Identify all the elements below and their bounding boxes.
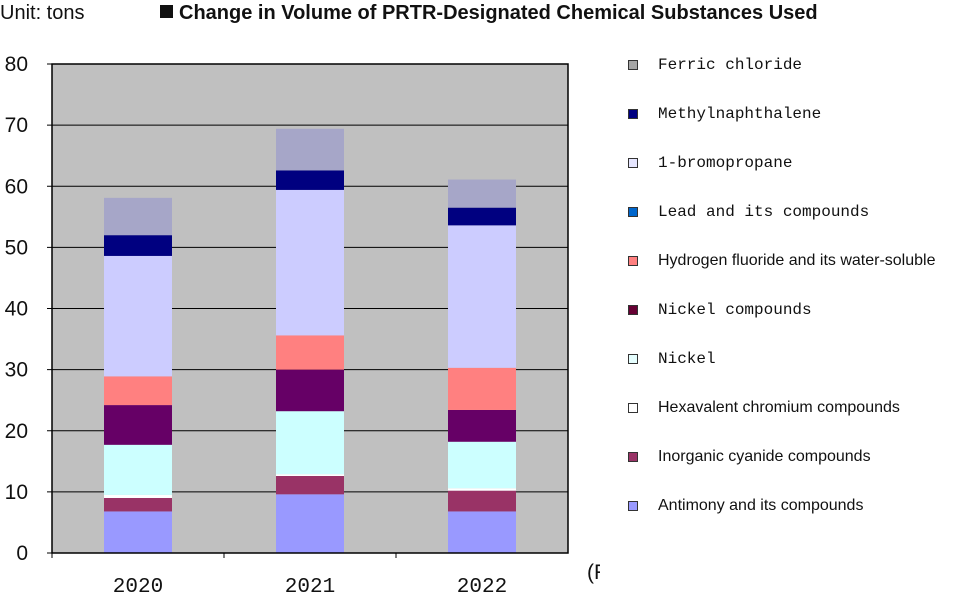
legend-label: Lead and its compounds bbox=[658, 203, 870, 221]
legend-label: Ferric chloride bbox=[658, 56, 803, 74]
stacked-bar-chart: 0 10 20 30 40 50 60 70 80 2020 2021 2022 (FY) bbox=[5, 53, 600, 599]
title-bullet-icon bbox=[160, 5, 173, 18]
bar-segment bbox=[448, 179, 516, 208]
bar-segment bbox=[104, 497, 172, 512]
bar-segment bbox=[276, 189, 344, 336]
y-tick-label: 60 bbox=[5, 175, 28, 198]
y-tick-label: 0 bbox=[16, 542, 28, 565]
bar-segment bbox=[276, 335, 344, 370]
bar-segment bbox=[276, 475, 344, 495]
legend-item: Ferric chloride bbox=[628, 52, 802, 78]
legend-swatch bbox=[628, 109, 638, 119]
legend-swatch bbox=[628, 354, 638, 364]
legend-item: Antimony and its compounds bbox=[628, 493, 863, 519]
chart-title-text: Change in Volume of PRTR-Designated Chem… bbox=[179, 2, 818, 24]
bar-segment bbox=[448, 490, 516, 512]
legend-item: Methylnaphthalene bbox=[628, 101, 821, 127]
legend-label: Antimony and its compounds bbox=[658, 497, 864, 514]
bar-segment bbox=[104, 255, 172, 377]
bar-segment bbox=[104, 197, 172, 236]
legend-item: Nickel compounds bbox=[628, 297, 812, 323]
unit-label: Unit: tons bbox=[0, 2, 85, 24]
x-axis-label: (FY) bbox=[587, 561, 600, 584]
bar-segment bbox=[104, 494, 172, 498]
legend-swatch bbox=[628, 452, 638, 462]
y-tick-label: 40 bbox=[5, 298, 28, 321]
legend-label: Inorganic cyanide compounds bbox=[658, 448, 871, 465]
bar-segment bbox=[104, 405, 172, 445]
x-tick-label: 2020 bbox=[113, 576, 163, 599]
bar-segment bbox=[276, 474, 344, 476]
x-tick-label: 2022 bbox=[457, 576, 507, 599]
y-tick-label: 70 bbox=[5, 114, 28, 137]
legend-item: Hydrogen fluoride and its water-soluble bbox=[628, 248, 935, 274]
bar-segment bbox=[276, 369, 344, 412]
bar-segment bbox=[448, 511, 516, 553]
bar-segment bbox=[448, 367, 516, 410]
bar-segment bbox=[276, 494, 344, 553]
bar-segment bbox=[448, 409, 516, 442]
legend-swatch bbox=[628, 501, 638, 511]
y-tick-label: 30 bbox=[5, 359, 28, 382]
y-tick-label: 50 bbox=[5, 236, 28, 259]
bar-segment bbox=[448, 488, 516, 491]
legend-item: Hexavalent chromium compounds bbox=[628, 395, 900, 421]
legend-item: Inorganic cyanide compounds bbox=[628, 444, 871, 470]
bar-segment bbox=[104, 511, 172, 553]
legend-item: Lead and its compounds bbox=[628, 199, 869, 225]
bar-segment bbox=[104, 444, 172, 495]
legend-label: Nickel bbox=[658, 350, 716, 368]
bar-segment bbox=[104, 235, 172, 256]
legend-item: 1-bromopropane bbox=[628, 150, 792, 176]
bar-segment bbox=[276, 170, 344, 190]
bar-segment bbox=[276, 411, 344, 475]
chart-title: Change in Volume of PRTR-Designated Chem… bbox=[160, 2, 818, 25]
legend-swatch bbox=[628, 305, 638, 315]
legend-swatch bbox=[628, 207, 638, 217]
y-tick-label: 10 bbox=[5, 481, 28, 504]
legend-swatch bbox=[628, 403, 638, 413]
bar-segment bbox=[276, 128, 344, 171]
bar-segment bbox=[448, 207, 516, 226]
legend-item: Nickel bbox=[628, 346, 716, 372]
legend-swatch bbox=[628, 256, 638, 266]
legend-label: Nickel compounds bbox=[658, 301, 812, 319]
bar-segment bbox=[104, 376, 172, 406]
x-tick-label: 2021 bbox=[285, 576, 335, 599]
y-tick-label: 80 bbox=[5, 53, 28, 76]
legend-swatch bbox=[628, 60, 638, 70]
legend-label: Methylnaphthalene bbox=[658, 105, 822, 123]
legend-swatch bbox=[628, 158, 638, 168]
bar-segment bbox=[448, 441, 516, 489]
legend-label: 1-bromopropane bbox=[658, 154, 793, 172]
bar-segment bbox=[448, 225, 516, 368]
legend-label: Hexavalent chromium compounds bbox=[658, 399, 900, 416]
legend-label: Hydrogen fluoride and its water-soluble bbox=[658, 252, 936, 269]
y-tick-label: 20 bbox=[5, 420, 28, 443]
